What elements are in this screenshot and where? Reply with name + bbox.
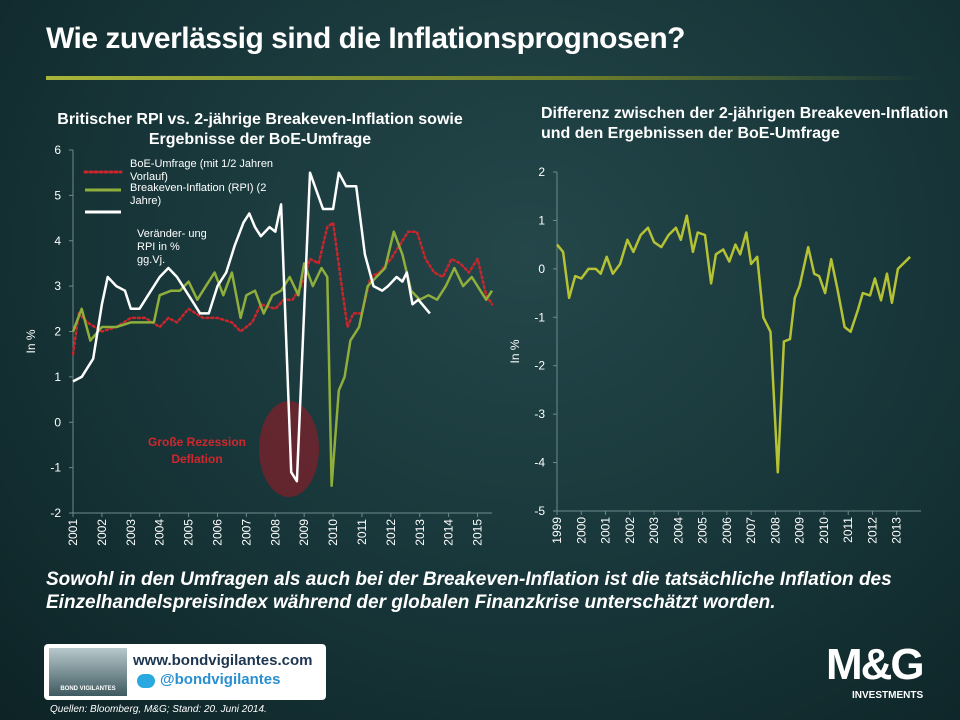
series-line <box>556 214 911 474</box>
y-tick-label: 5 <box>54 188 61 202</box>
y-axis-label: In % <box>24 329 38 353</box>
series-line <box>71 230 494 488</box>
y-tick-label: -5 <box>534 504 545 518</box>
caption: Sowohl in den Umfragen als auch bei der … <box>46 569 892 613</box>
source: Quellen: Bloomberg, M&G; Stand: 20. Juni… <box>50 704 267 715</box>
legend-label: BoE-Umfrage (mit 1/2 Jahren Vorlauf) <box>130 158 274 183</box>
y-tick-label: 1 <box>538 213 545 227</box>
x-tick-label: 2001 <box>66 519 80 546</box>
x-tick-label: 2009 <box>793 517 807 544</box>
annotation: Große Rezession <box>148 435 246 449</box>
x-tick-label: 2009 <box>297 519 311 546</box>
x-tick-label: 2005 <box>696 517 710 544</box>
logo-text: BOND VIGILANTES <box>60 686 116 692</box>
x-tick-label: 2013 <box>890 517 904 544</box>
x-tick-label: 2006 <box>720 517 734 544</box>
brand-logo: M&G <box>826 640 925 689</box>
x-tick-label: 2012 <box>384 519 398 546</box>
x-tick-label: 2008 <box>268 519 282 546</box>
twitter-icon <box>137 674 155 688</box>
website[interactable]: www.bondvigilantes.com <box>133 652 313 669</box>
x-tick-label: 2006 <box>210 519 224 546</box>
y-tick-label: -2 <box>534 359 545 373</box>
legend-label: Veränder- ung RPI in % gg.Vj. <box>137 228 207 266</box>
x-tick-label: 2004 <box>671 517 685 544</box>
x-tick-label: 2003 <box>647 517 661 544</box>
brand-sub: INVESTMENTS <box>852 690 924 701</box>
recession-highlight <box>259 401 319 497</box>
chart-title: Differenz zwischen der 2-jährigen Breake… <box>541 105 949 142</box>
annotation: Deflation <box>171 452 222 466</box>
x-tick-label: 2011 <box>355 519 369 545</box>
title-rule <box>46 76 926 80</box>
y-axis-label: In % <box>508 339 522 363</box>
y-tick-label: 0 <box>538 262 545 276</box>
series-line <box>71 221 494 356</box>
x-tick-label: 2005 <box>182 519 196 546</box>
y-tick-label: 2 <box>54 325 61 339</box>
x-tick-label: 2000 <box>574 517 588 544</box>
chart-title: Britischer RPI vs. 2-jährige Breakeven-I… <box>57 111 463 148</box>
y-tick-label: 6 <box>54 143 61 157</box>
x-tick-label: 1999 <box>550 517 564 544</box>
x-tick-label: 2014 <box>442 519 456 546</box>
y-tick-label: -1 <box>534 310 545 324</box>
logo-image <box>49 648 127 696</box>
x-tick-label: 2007 <box>239 519 253 546</box>
y-tick-label: 2 <box>538 165 545 179</box>
x-tick-label: 2013 <box>413 519 427 546</box>
y-tick-label: 0 <box>54 415 61 429</box>
legend-label: Breakeven-Inflation (RPI) (2 Jahre) <box>130 182 267 207</box>
y-tick-label: -4 <box>534 456 545 470</box>
y-tick-label: -3 <box>534 407 545 421</box>
y-tick-label: 3 <box>54 279 61 293</box>
x-tick-label: 2002 <box>95 519 109 546</box>
y-tick-label: 1 <box>54 370 61 384</box>
x-tick-label: 2002 <box>623 517 637 544</box>
y-tick-label: -2 <box>50 506 61 520</box>
twitter-handle[interactable]: @bondvigilantes <box>160 671 281 688</box>
x-tick-label: 2003 <box>124 519 138 546</box>
y-tick-label: -1 <box>50 461 61 475</box>
x-tick-label: 2008 <box>768 517 782 544</box>
x-tick-label: 2010 <box>817 517 831 544</box>
x-tick-label: 2001 <box>599 517 613 544</box>
series-line <box>72 171 431 483</box>
slide-title: Wie zuverlässig sind die Inflationsprogn… <box>46 22 686 55</box>
x-tick-label: 2007 <box>744 517 758 544</box>
x-tick-label: 2010 <box>326 519 340 546</box>
y-tick-label: 4 <box>54 234 61 248</box>
x-tick-label: 2012 <box>865 517 879 544</box>
x-tick-label: 2011 <box>841 517 855 543</box>
x-tick-label: 2015 <box>471 519 485 546</box>
x-tick-label: 2004 <box>153 519 167 546</box>
